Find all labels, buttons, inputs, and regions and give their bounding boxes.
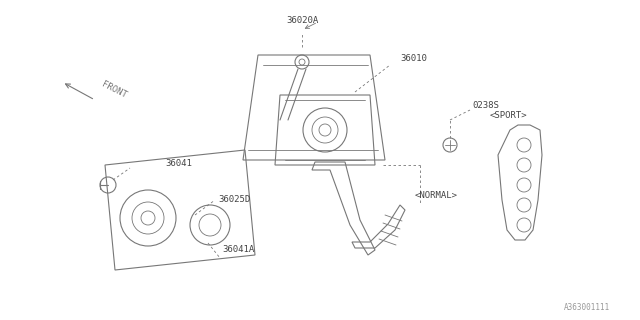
- Text: 36010: 36010: [400, 53, 427, 62]
- Text: 0238S: 0238S: [472, 100, 499, 109]
- Text: <SPORT>: <SPORT>: [490, 110, 527, 119]
- Text: A363001111: A363001111: [564, 303, 610, 313]
- Text: 36041: 36041: [165, 158, 192, 167]
- Text: 36041A: 36041A: [222, 245, 254, 254]
- Text: FRONT: FRONT: [100, 80, 128, 100]
- Text: 36025D: 36025D: [218, 196, 250, 204]
- Text: 36020A: 36020A: [286, 15, 318, 25]
- Text: <NORMAL>: <NORMAL>: [415, 190, 458, 199]
